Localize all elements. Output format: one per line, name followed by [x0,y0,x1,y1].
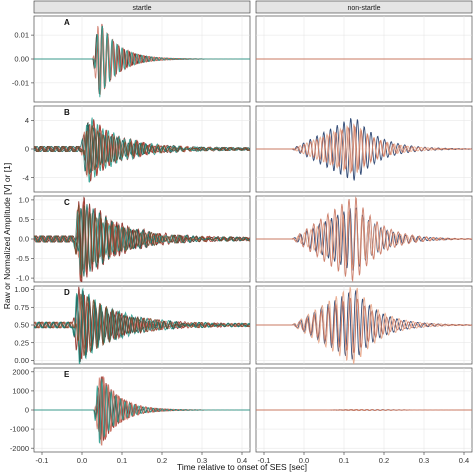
panel-letter-A: A [64,18,70,27]
y-tick-label: -2000 [10,444,29,453]
x-tick-label: 0.4 [237,456,247,465]
x-tick-label: 0.3 [197,456,207,465]
y-tick-label: 1.0 [19,196,29,205]
x-tick-label: -0.1 [36,456,49,465]
y-tick-label: -0.01 [12,78,29,87]
trace-group [256,408,472,412]
y-tick-label: 1000 [12,387,29,396]
y-tick-label: -1.0 [16,274,29,283]
y-tick-label: -1000 [10,425,29,434]
facet-panels: A B C D E [33,15,473,453]
series-line [34,293,250,356]
y-tick-label: 0.0 [19,235,29,244]
panel-A-non-startle [255,15,473,103]
series-line [34,25,250,98]
trace-group [256,286,472,364]
panel-E-non-startle [255,367,473,453]
panel-C-non-startle [255,195,473,283]
y-tick-label: 4 [25,116,29,125]
axis-ticks: -0.1 0.0 0.1 0.2 0.3 0.4 -0.1 0.0 0.1 0.2 0.3 0.4 -0… [10,31,469,465]
panel-C-startle: C [33,195,251,283]
series-line [256,125,472,172]
series-line [34,122,250,174]
x-axis-title: Time relative to onset of SES [sec] [177,462,307,472]
series-line [34,125,250,176]
panel-letter-D: D [64,288,70,297]
y-tick-label: 0.25 [14,338,29,347]
panel-letter-E: E [64,370,70,379]
x-tick-label: -0.1 [258,456,271,465]
panel-B-non-startle [255,105,473,193]
y-tick-label: -0.5 [16,254,29,263]
series-line [256,408,472,412]
series-line [256,297,472,353]
facet-strip-1 [255,0,473,14]
panel-letter-B: B [64,108,70,117]
trace-group [34,196,250,282]
facet-strips: startle non-startle [33,0,473,14]
panel-E-startle: E [33,367,251,453]
trace-group [256,118,472,181]
x-tick-label: 0.0 [299,456,309,465]
y-tick-label: 0.75 [14,303,29,312]
y-tick-label: 1.00 [14,285,29,294]
y-tick-label: 0 [25,145,29,154]
x-tick-label: 0.3 [419,456,429,465]
y-axis-title: Raw or Normalized Amplitude [V] or [1] [2,163,12,309]
y-tick-label: 0.01 [14,31,29,40]
series-line [34,378,250,445]
x-tick-label: 0.4 [459,456,469,465]
y-tick-label: 0.00 [14,55,29,64]
series-line [256,196,472,282]
panel-D-startle: D [33,285,251,365]
facet-strip-label-1: non-startle [347,5,380,12]
panel-letter-C: C [64,198,70,207]
y-tick-label: 0 [25,406,29,415]
y-tick-label: -4 [22,173,29,182]
trace-group [34,286,250,364]
y-tick-label: 0.00 [14,356,29,365]
y-tick-label: 2000 [12,367,29,376]
x-tick-label: 0.2 [379,456,389,465]
trace-group [34,23,250,98]
x-tick-label: 0.2 [157,456,167,465]
x-tick-label: 0.1 [117,456,127,465]
panel-B-startle: B [33,105,251,193]
trace-group [256,196,472,282]
trace-group [34,375,250,446]
y-tick-label: 0.5 [19,215,29,224]
x-tick-label: 0.0 [77,456,87,465]
y-tick-label: 0.50 [14,321,29,330]
series-line [34,205,250,279]
facet-strip-0 [33,0,251,14]
x-tick-label: 0.1 [339,456,349,465]
facet-strip-label-0: startle [132,5,151,12]
panel-D-non-startle [255,285,473,365]
trace-group [34,117,250,183]
panel-A-startle: A [33,15,251,103]
